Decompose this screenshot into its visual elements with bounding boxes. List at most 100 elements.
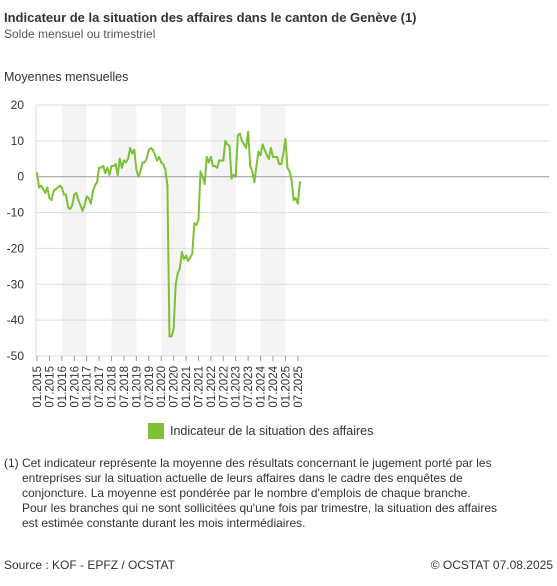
year-bands [61, 105, 286, 356]
data-point [199, 170, 202, 173]
series-line-segment [50, 190, 55, 202]
data-point [91, 190, 94, 192]
data-point [247, 130, 250, 133]
data-point [164, 168, 167, 171]
footnote-line: est estimée constante durant les mois in… [22, 516, 306, 530]
data-point [241, 139, 243, 142]
data-point [44, 191, 47, 194]
data-point [154, 154, 156, 157]
data-point [255, 165, 258, 167]
data-point [65, 193, 67, 196]
data-point [203, 182, 206, 185]
series-line-segment [191, 222, 196, 255]
data-point [149, 147, 152, 149]
data-point [102, 165, 105, 167]
series-line-segment [238, 132, 243, 142]
x-tick-label: 01.2023 [231, 366, 243, 408]
data-point [168, 335, 171, 338]
x-tick-label: 07.2018 [119, 366, 131, 408]
data-point [236, 134, 239, 137]
data-point [282, 152, 285, 155]
x-tick-label: 01.2024 [256, 365, 268, 407]
data-point [77, 199, 80, 201]
data-point [251, 170, 254, 173]
x-tick-label: 07.2017 [94, 366, 106, 408]
data-point [296, 202, 299, 205]
data-point [288, 170, 291, 173]
data-point [79, 204, 82, 207]
data-point [172, 328, 175, 331]
data-point [46, 186, 49, 189]
data-point [52, 190, 55, 192]
data-point [257, 150, 260, 153]
data-point [263, 148, 266, 151]
y-tick-label: -30 [7, 277, 25, 291]
grid-lines [35, 104, 549, 357]
footnote-line: Pour les branches qui ne sont sollicitée… [22, 501, 497, 515]
footnote-line: (1) Cet indicateur représente la moyenne… [4, 456, 492, 470]
data-point [85, 195, 88, 198]
series-line-segment [36, 172, 41, 189]
series-line-segment [280, 152, 285, 166]
series-line-segment [83, 195, 88, 207]
series-line-segment [216, 159, 221, 169]
x-tick-label: 07.2023 [243, 366, 255, 408]
data-point [110, 165, 113, 167]
series-line-segment [209, 155, 214, 167]
data-point [274, 156, 276, 158]
year-band [61, 105, 87, 356]
data-point [152, 148, 154, 151]
series-line-segment [145, 148, 150, 160]
data-point [38, 186, 40, 189]
chart-title: Indicateur de la situation des affaires … [4, 10, 417, 25]
data-point [87, 197, 90, 200]
data-point [278, 163, 281, 166]
data-point [48, 197, 51, 200]
data-point [42, 188, 45, 191]
series-line-segment [234, 134, 239, 178]
data-point [67, 206, 69, 209]
data-point [197, 218, 200, 221]
data-point [83, 204, 86, 207]
data-point [220, 159, 223, 162]
data-point [71, 204, 74, 207]
data-point [185, 254, 187, 257]
data-point [98, 166, 100, 169]
data-point [272, 156, 274, 158]
data-point [270, 147, 272, 149]
data-point [189, 256, 192, 259]
data-point [174, 283, 177, 286]
y-axis-ticks: 20 10 0 -10 -20 -30 -40 -50 [7, 98, 25, 363]
data-point [253, 181, 256, 183]
data-point [292, 199, 295, 201]
data-point [238, 132, 241, 135]
series-line-segment [96, 166, 101, 184]
legend[interactable]: Indicateur de la situation des affaires [148, 423, 373, 439]
year-band [111, 105, 137, 356]
data-point [60, 186, 63, 189]
data-point [143, 161, 146, 164]
data-point [249, 165, 252, 167]
footnote: (1) Cet indicateur représente la moyenne… [4, 456, 549, 531]
y-tick-label: -20 [7, 241, 25, 255]
data-point [40, 184, 43, 187]
series-line-segment [164, 168, 169, 187]
series-line-segment [46, 186, 51, 200]
data-point [276, 156, 279, 158]
x-tick-label: 07.2025 [293, 366, 305, 408]
data-point [94, 184, 96, 187]
data-point [145, 157, 148, 160]
series-line-segment [255, 150, 260, 167]
data-point [162, 163, 165, 166]
data-point [245, 147, 247, 149]
copyright-note: © OCSTAT 07.08.2025 [430, 558, 553, 572]
data-point [193, 222, 196, 225]
series-line-segment [284, 138, 289, 169]
series-line-segment [197, 170, 202, 221]
data-point [125, 161, 127, 164]
data-point [209, 156, 212, 158]
series-line-segment [290, 179, 295, 202]
series-line-segment [166, 184, 171, 338]
x-tick-label: 01.2025 [280, 366, 292, 408]
